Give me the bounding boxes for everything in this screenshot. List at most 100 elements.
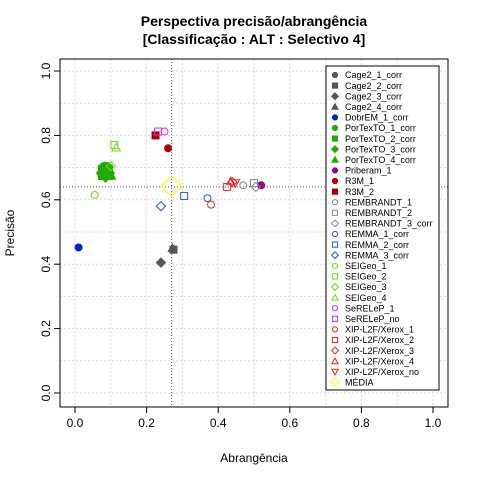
legend-marker	[331, 209, 339, 216]
legend-marker	[330, 219, 340, 228]
y-tick-label: 0.6	[39, 191, 53, 208]
point-XIP-L2F/Xerox_4	[225, 176, 236, 186]
legend-entry: REMBRANDT_1	[345, 197, 412, 207]
legend-entry: SEIGeo_1	[345, 261, 387, 271]
legend-entry: DobrEM_1_corr	[345, 113, 409, 123]
legend-entry: Priberam_1	[345, 166, 392, 176]
reference-lines	[60, 59, 448, 407]
point-REMMA_3_corr	[155, 200, 167, 212]
legend-marker	[331, 368, 339, 376]
chart-title-line-1: Perspectiva precisão/abrangência	[141, 13, 368, 29]
legend-entry: Cage2_1_corr	[345, 70, 402, 80]
x-tick-label: 0.8	[353, 416, 370, 430]
legend-marker	[330, 377, 340, 388]
legend-entry: Cage2_3_corr	[345, 91, 402, 101]
point-XIP-L2F/Xerox_1	[207, 200, 216, 209]
point-Cage2_3_corr	[155, 257, 167, 268]
point-REMBRANDT_1	[239, 181, 248, 190]
legend-marker	[331, 177, 339, 185]
point-Cage2_4_corr	[167, 242, 178, 252]
y-axis-label: Precisão	[3, 209, 17, 256]
point-REMBRANDT_2	[250, 179, 258, 188]
legend-marker	[331, 82, 339, 89]
chart-title-line-2: [Classificação : ALT : Selectivo 4]	[143, 31, 366, 47]
legend-marker	[331, 199, 339, 206]
legend-marker	[331, 336, 339, 344]
legend-entry: REMMA_3_corr	[345, 250, 409, 260]
legend-marker	[331, 167, 339, 174]
legend-marker	[331, 188, 339, 195]
legend-entry: R3M_1	[345, 176, 374, 186]
x-tick-label: 0.0	[67, 416, 84, 430]
x-tick-label: 0.2	[138, 416, 155, 430]
legend-entry: SEIGeo_2	[345, 272, 387, 282]
legend-marker	[331, 114, 339, 121]
legend-marker	[331, 102, 339, 110]
legend-entry: XIP-L2F/Xerox_1	[345, 325, 414, 335]
legend-entry: XIP-L2F/Xerox_2	[345, 335, 414, 345]
legend-marker	[331, 262, 339, 269]
y-tick-label: 0.2	[39, 320, 53, 337]
legend-marker	[331, 315, 339, 322]
point-MÉDIA	[160, 175, 183, 198]
data-points	[74, 127, 266, 268]
legend-entry: PorTexTO_2_corr	[345, 134, 416, 144]
legend-entry: SeRELeP_1	[345, 303, 395, 313]
point-SeRELeP_no	[154, 127, 163, 136]
point-SeRELeP_1	[160, 127, 169, 136]
point-SEIGeo_2	[110, 141, 119, 150]
legend-entry: REMBRANDT_2	[345, 208, 412, 218]
point-SEIGeo_3	[105, 160, 117, 172]
legend-box	[325, 65, 440, 391]
x-tick-label: 0.4	[210, 416, 227, 430]
point-XIP-L2F/Xerox_3	[227, 176, 238, 188]
legend-marker	[330, 92, 340, 101]
legend-entry: REMBRANDT_3_corr	[345, 219, 433, 229]
y-tick-label: 0.8	[39, 127, 53, 144]
point-REMMA_2_corr	[180, 191, 189, 200]
legend-marker	[330, 346, 340, 355]
legend-marker	[331, 305, 339, 312]
legend-entry: Cage2_4_corr	[345, 102, 402, 112]
y-tick-label: 0.4	[39, 256, 53, 273]
x-axis-label: Abrangência	[220, 451, 288, 465]
legend-entry: SeRELeP_no	[345, 314, 400, 324]
x-tick-label: 1.0	[425, 416, 442, 430]
legend-marker	[330, 145, 340, 154]
legend-marker	[331, 357, 339, 365]
legend-entry: MÉDIA	[345, 378, 374, 388]
point-REMMA_1_corr	[203, 194, 212, 203]
legend-entry: PorTexTO_1_corr	[345, 123, 416, 133]
point-PorTexTO_4_corr	[97, 163, 117, 180]
x-tick-label: 0.6	[281, 416, 298, 430]
axis-ticks: 0.0 0.2 0.4 0.6 0.8 1.0 0.0 0.2 0.4 0.6 0.8 1.0	[39, 62, 442, 430]
legend-entry: SEIGeo_4	[345, 293, 387, 303]
y-tick-label: 1.0	[39, 62, 53, 79]
plot-frame	[59, 58, 449, 408]
y-tick-label: 0.0	[39, 384, 53, 401]
point-DobrEM_1_corr	[74, 243, 83, 252]
legend: Cage2_1_corrCage2_2_corrCage2_3_corrCage…	[325, 65, 440, 391]
legend-marker	[331, 135, 339, 142]
legend-entry: XIP-L2F/Xerox_no	[345, 367, 419, 377]
legend-marker	[331, 71, 339, 79]
legend-marker	[331, 273, 339, 280]
legend-entry: SEIGeo_3	[345, 282, 387, 292]
legend-marker	[330, 282, 340, 292]
legend-marker	[331, 124, 339, 132]
point-SEIGeo_1	[90, 190, 99, 199]
legend-entry: REMMA_2_corr	[345, 240, 409, 250]
legend-entry: Cage2_2_corr	[345, 81, 402, 91]
point-REMBRANDT_3_corr	[250, 181, 262, 193]
legend-entry: PorTexTO_4_corr	[345, 155, 416, 165]
legend-marker	[331, 155, 339, 163]
legend-marker	[330, 251, 340, 260]
point-XIP-L2F/Xerox_no	[230, 179, 241, 189]
legend-entry: REMMA_1_corr	[345, 229, 409, 239]
legend-entry: XIP-L2F/Xerox_4	[345, 356, 414, 366]
legend-marker	[331, 293, 339, 301]
legend-entry: PorTexTO_3_corr	[345, 144, 416, 154]
legend-entry: XIP-L2F/Xerox_3	[345, 346, 414, 356]
legend-entry: R3M_2	[345, 187, 374, 197]
